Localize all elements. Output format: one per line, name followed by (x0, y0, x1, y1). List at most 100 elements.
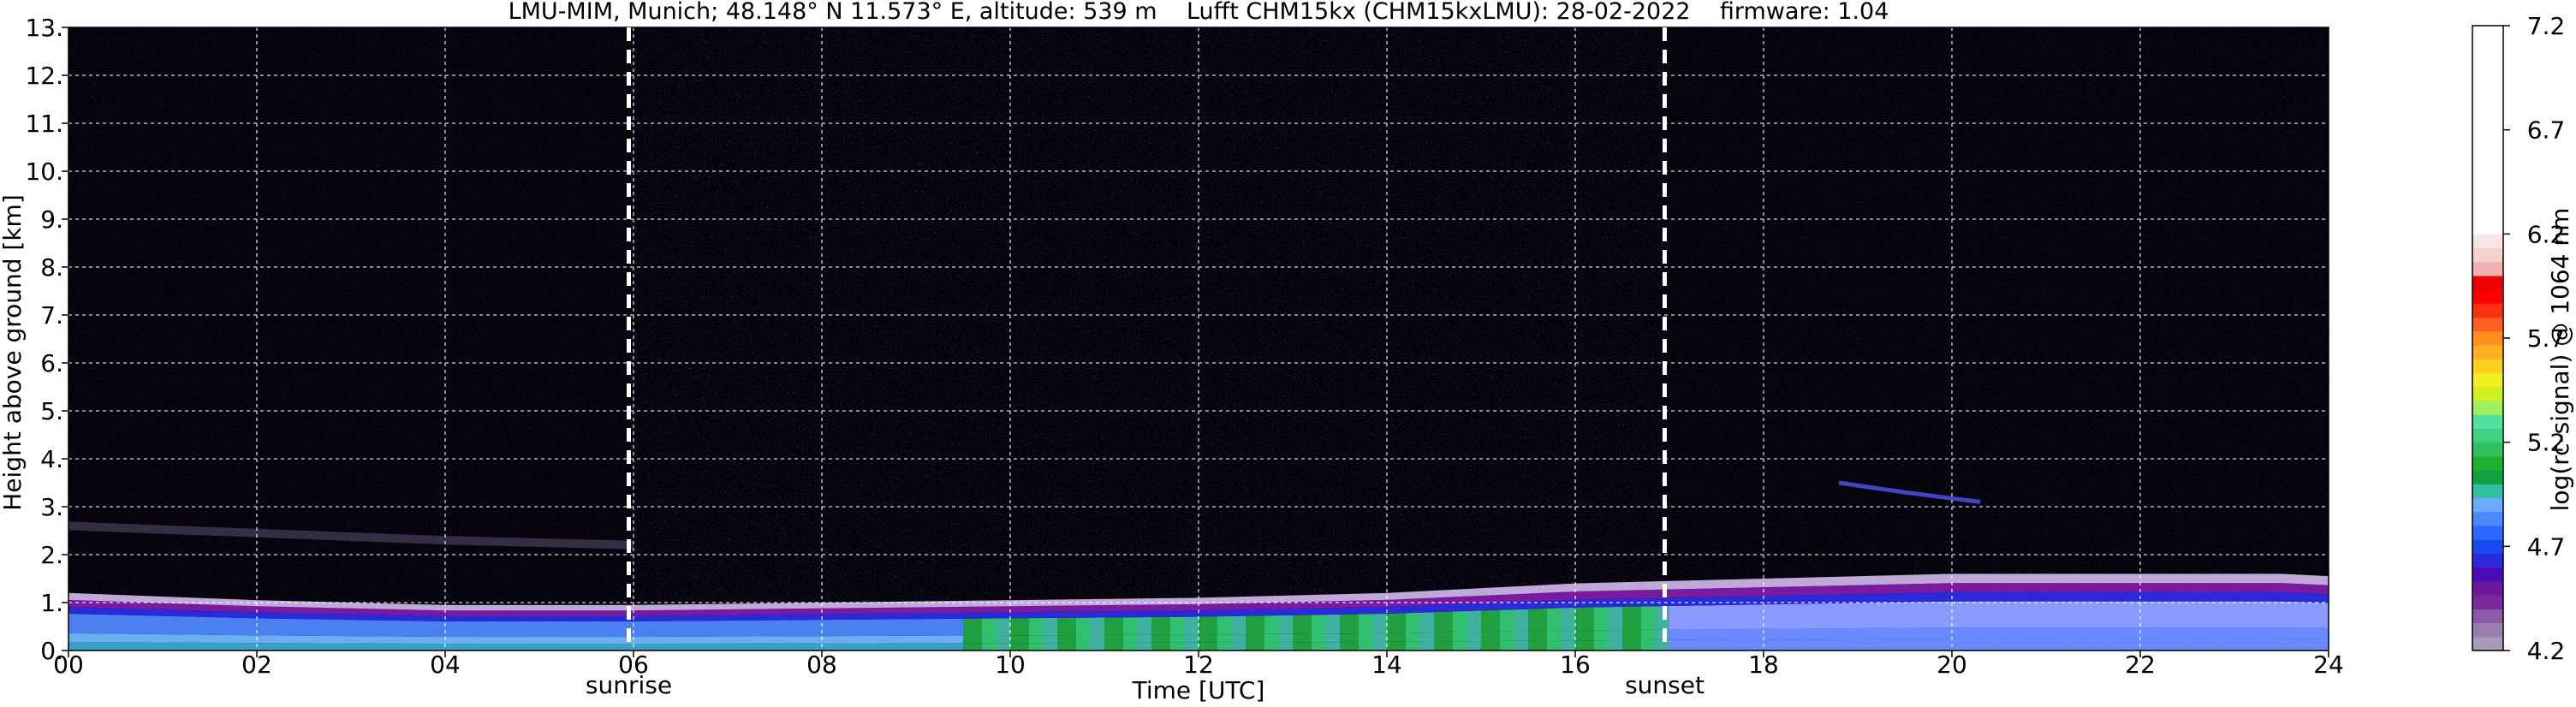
layer-cell (751, 615, 757, 621)
layer-cell (2135, 639, 2141, 651)
layer-cell (1735, 629, 1741, 640)
layer-cell (577, 637, 583, 645)
layer-cell (1862, 627, 1868, 639)
layer-cell (1726, 596, 1732, 605)
noise-daytime (628, 27, 1665, 651)
layer-cell (685, 643, 691, 651)
layer-cell (1542, 631, 1548, 641)
layer-cell (2258, 601, 2264, 628)
layer-cell (2210, 591, 2216, 602)
layer-cell (106, 615, 112, 634)
layer-cell (864, 619, 870, 637)
layer-cell (2027, 591, 2033, 602)
layer-cell (1137, 642, 1143, 651)
layer-cell (1787, 578, 1793, 587)
layer-cell (1693, 588, 1698, 597)
layer-cell (1999, 639, 2005, 651)
layer-cell (1768, 596, 1774, 605)
layer-cell (1504, 594, 1510, 603)
layer-cell (1382, 606, 1388, 615)
layer-cell (402, 621, 408, 637)
layer-cell (562, 604, 568, 611)
layer-cell (2286, 592, 2292, 602)
layer-cell (172, 597, 178, 604)
layer-cell (393, 621, 399, 637)
layer-cell (426, 621, 432, 637)
layer-cell (530, 604, 536, 611)
layer-cell (675, 615, 681, 621)
layer-cell (586, 644, 592, 651)
layer-cell (1217, 597, 1223, 604)
layer-cell (1848, 585, 1854, 595)
layer-cell (2112, 601, 2118, 628)
layer-cell (1660, 639, 1666, 651)
layer-cell (2314, 627, 2320, 639)
layer-cell (1914, 602, 1920, 628)
colorbar-label: log(rc-signal) @ 1064 nm (2546, 208, 2574, 512)
layer-cell (1561, 608, 1567, 631)
layer-cell (1250, 634, 1256, 643)
layer-cell (935, 607, 941, 614)
layer-cell (1118, 604, 1124, 612)
layer-cell (963, 612, 969, 619)
layer-cell (2263, 639, 2269, 651)
layer-cell (449, 621, 455, 638)
layer-cell (389, 603, 395, 609)
layer-cell (2323, 639, 2329, 651)
layer-cell (1980, 591, 1986, 602)
layer-cell (732, 609, 738, 615)
layer-cell (402, 609, 408, 615)
layer-cell (1702, 597, 1708, 606)
layer-cell (973, 618, 979, 636)
layer-cell (515, 604, 521, 611)
layer-cell (794, 609, 800, 615)
layer-cell (2173, 639, 2179, 651)
layer-cell (986, 643, 992, 651)
layer-cell (1359, 593, 1365, 601)
colorbar-swatch (2472, 359, 2503, 374)
layer-cell (1217, 603, 1223, 610)
layer-cell (106, 642, 112, 651)
layer-cell (1999, 601, 2005, 628)
layer-cell (125, 615, 131, 634)
layer-cell (101, 633, 107, 643)
layer-cell (1528, 631, 1534, 641)
layer-cell (1641, 581, 1647, 591)
layer-cell (2046, 627, 2052, 639)
layer-cell (1598, 630, 1604, 641)
layer-cell (2008, 639, 2014, 651)
layer-cell (82, 642, 88, 651)
layer-cell (553, 644, 559, 651)
layer-cell (1773, 595, 1779, 605)
layer-cell (741, 603, 747, 609)
layer-cell (1792, 603, 1798, 629)
layer-cell (1749, 579, 1755, 588)
layer-cell (1161, 642, 1167, 651)
layer-cell (327, 613, 333, 620)
layer-cell (892, 601, 898, 608)
layer-cell (186, 609, 192, 617)
layer-cell (219, 598, 225, 605)
layer-cell (1410, 613, 1416, 633)
layer-cell (176, 642, 182, 651)
layer-cell (1622, 582, 1628, 591)
layer-cell (2216, 627, 2222, 639)
layer-cell (892, 607, 898, 614)
layer-cell (699, 615, 705, 621)
layer-cell (408, 609, 413, 615)
layer-cell (445, 610, 451, 616)
layer-cell (449, 644, 455, 651)
layer-cell (2131, 591, 2137, 602)
layer-cell (864, 636, 870, 644)
layer-cell (2154, 627, 2160, 639)
layer-cell (1514, 594, 1520, 603)
layer-cell (756, 609, 762, 615)
layer-cell (2022, 583, 2028, 592)
layer-cell (497, 615, 503, 621)
layer-cell (1387, 641, 1393, 651)
layer-cell (2258, 591, 2264, 602)
layer-cell (2032, 639, 2038, 651)
layer-cell (747, 603, 753, 609)
layer-cell (1438, 590, 1444, 598)
layer-cell (116, 615, 122, 634)
